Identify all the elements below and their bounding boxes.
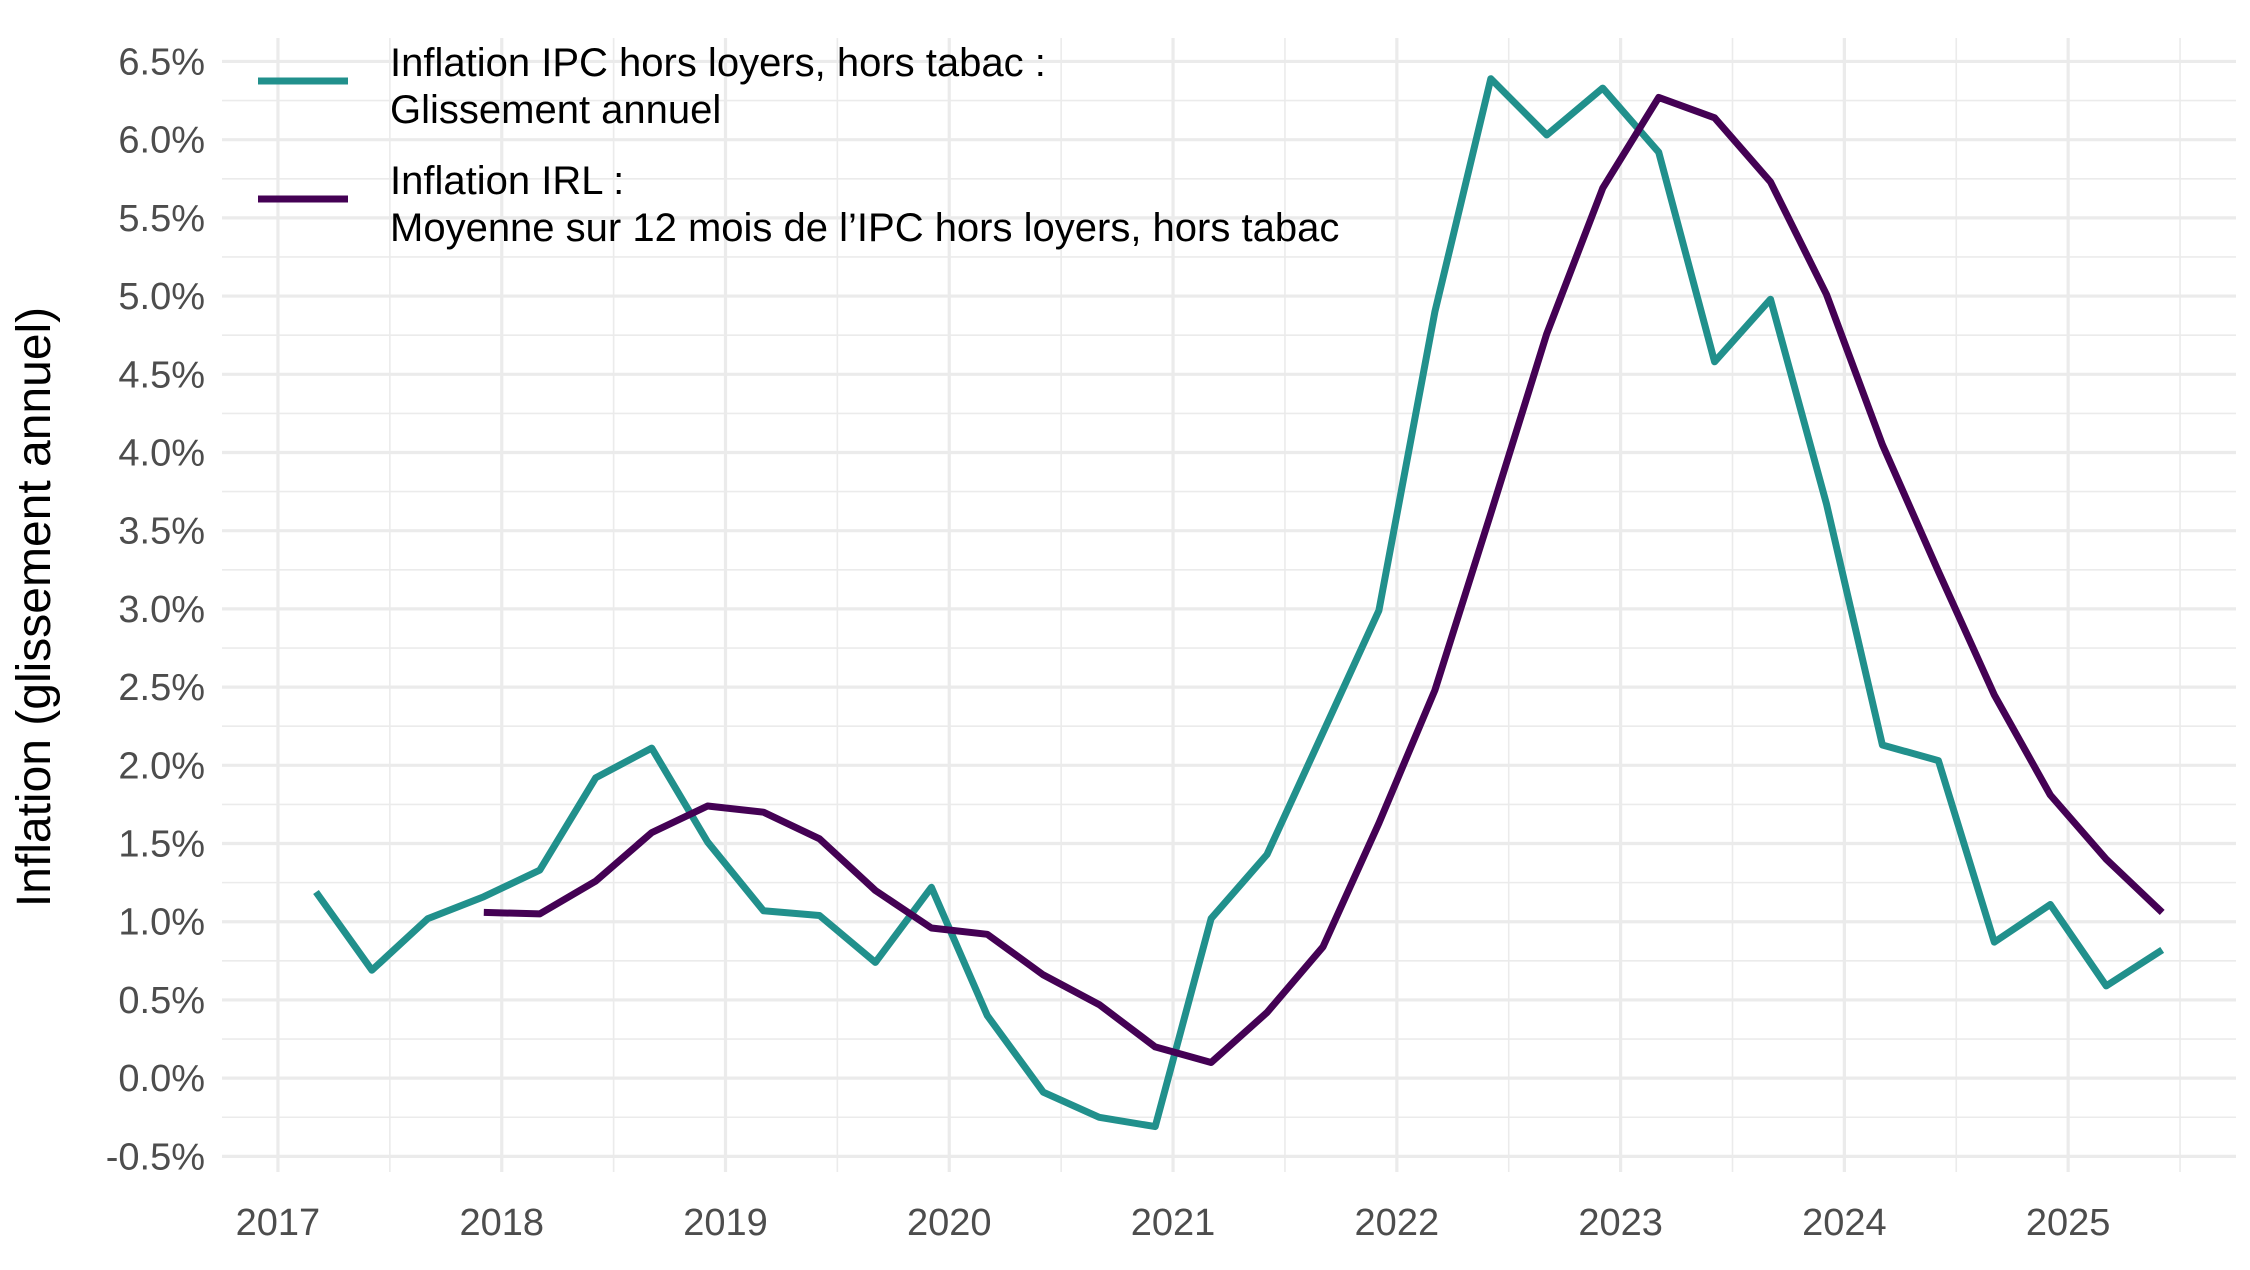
y-tick-label: 1.0% (118, 902, 205, 944)
y-tick-label: 6.0% (118, 120, 205, 162)
legend-label-1: Inflation IPC hors loyers, hors tabac : (390, 41, 1046, 85)
y-tick-label: 2.0% (118, 745, 205, 787)
y-tick-label: 0.0% (118, 1058, 205, 1100)
y-tick-label: 3.5% (118, 511, 205, 553)
y-tick-label: 0.5% (118, 980, 205, 1022)
x-tick-label: 2024 (1802, 1202, 1887, 1244)
x-tick-label: 2020 (907, 1202, 992, 1244)
legend-label-2: Moyenne sur 12 mois de l’IPC hors loyers… (390, 206, 1339, 250)
y-tick-label: 2.5% (118, 667, 205, 709)
legend: Inflation IPC hors loyers, hors tabac :G… (258, 41, 1339, 250)
x-tick-label: 2018 (459, 1202, 544, 1244)
series-lines (313, 75, 2165, 1131)
y-tick-label: 6.5% (118, 41, 205, 83)
x-tick-label: 2021 (1131, 1202, 1216, 1244)
y-axis-title: Inflation (glissement annuel) (8, 307, 61, 907)
x-axis-ticks: 2017 2018 2019 2020 2021 2022 2023 2024 2025 (236, 1202, 2111, 1244)
y-tick-label: 5.0% (118, 276, 205, 318)
x-tick-label: 2022 (1355, 1202, 1440, 1244)
legend-label-1: Glissement annuel (390, 88, 721, 132)
y-tick-label: 1.5% (118, 824, 205, 866)
legend-label-2: Inflation IRL : (390, 159, 624, 203)
x-tick-label: 2017 (236, 1202, 321, 1244)
x-tick-label: 2025 (2026, 1202, 2111, 1244)
y-tick-label: -0.5% (106, 1136, 205, 1178)
y-tick-label: 5.5% (118, 198, 205, 240)
y-tick-label: 3.0% (118, 589, 205, 631)
grid (222, 38, 2236, 1172)
x-tick-label: 2023 (1578, 1202, 1663, 1244)
x-tick-label: 2019 (683, 1202, 768, 1244)
series-line-2 (483, 93, 2165, 1066)
series-line-1 (313, 75, 2165, 1131)
y-axis-ticks: -0.5% 0.0% 0.5% 1.0% 1.5% 2.0% 2.5% 3.0% 3.5% 4.0… (106, 41, 205, 1178)
y-tick-label: 4.5% (118, 354, 205, 396)
y-tick-label: 4.0% (118, 432, 205, 474)
